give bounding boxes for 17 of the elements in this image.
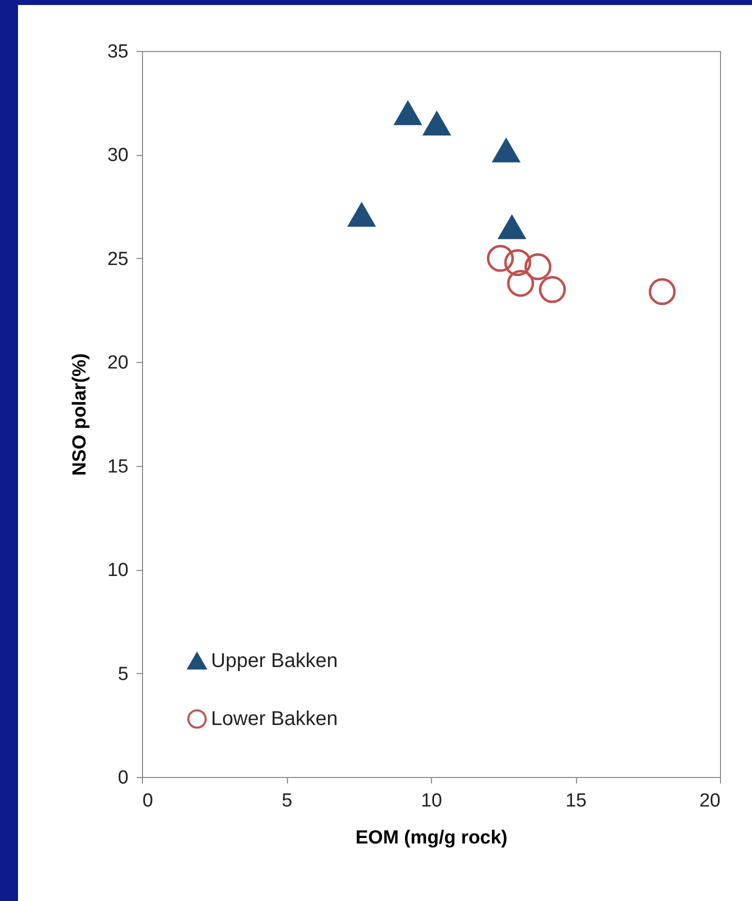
x-axis-title: EOM (mg/g rock) — [355, 828, 508, 848]
y-tick-label: 25 — [107, 248, 128, 270]
y-tick-label: 20 — [107, 352, 128, 374]
y-tick-label: 35 — [107, 42, 128, 62]
y-tick-label: 0 — [118, 768, 128, 788]
legend-label: Upper Bakken — [211, 650, 338, 672]
y-axis-title: NSO polar(%) — [69, 353, 90, 476]
legend-label: Lower Bakken — [211, 708, 338, 730]
x-tick-label: 20 — [699, 790, 720, 812]
y-tick-label: 10 — [107, 560, 128, 582]
x-tick-label: 15 — [565, 790, 587, 812]
y-tick-label: 15 — [107, 456, 128, 478]
x-tick-label: 0 — [142, 790, 154, 812]
y-tick-label: 30 — [107, 145, 128, 166]
y-tick-label: 5 — [118, 664, 128, 685]
x-tick-label: 5 — [282, 790, 292, 812]
x-tick-label: 10 — [420, 790, 442, 812]
